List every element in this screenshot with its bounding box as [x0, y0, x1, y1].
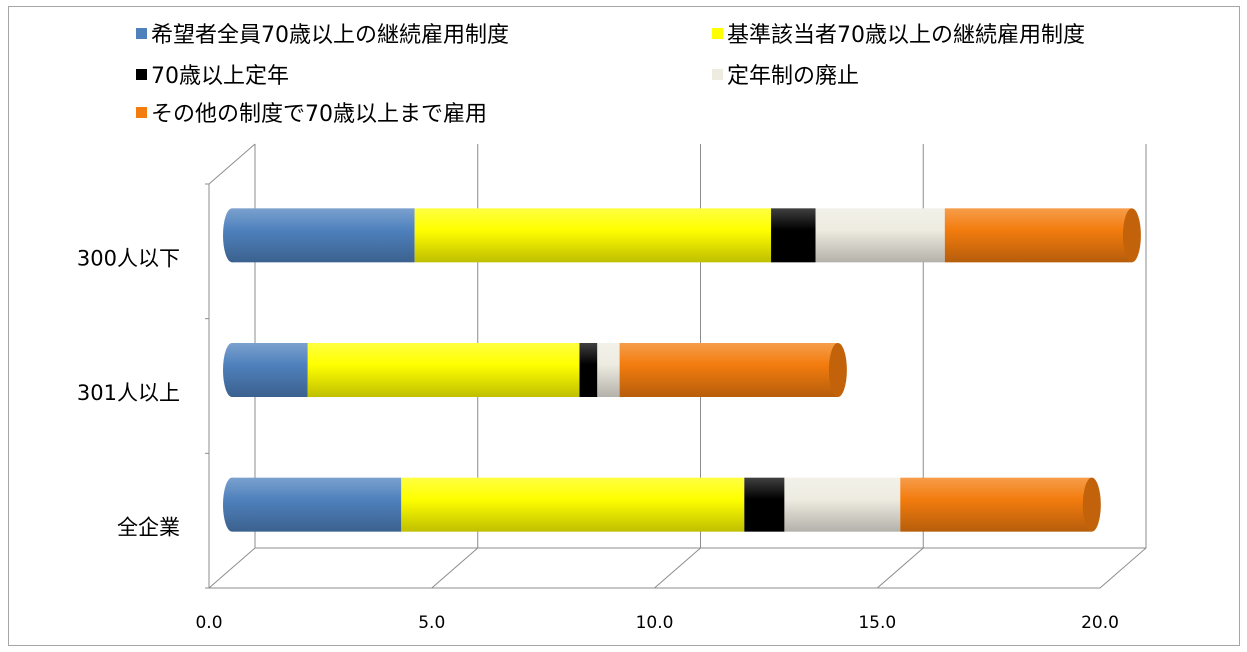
- bar-segment: [771, 208, 816, 263]
- legend-label: 基準該当者70歳以上の継続雇用制度: [727, 23, 1085, 48]
- bar-end-cap: [1122, 208, 1141, 263]
- legend-swatch: [136, 27, 147, 39]
- bar-start-cap: [223, 477, 241, 532]
- y-category-label: 全企業: [117, 516, 180, 540]
- bar-segment: [619, 343, 838, 397]
- floor-gridline: [1099, 547, 1147, 589]
- bar-group: [223, 477, 1101, 532]
- bar-segment: [232, 477, 402, 532]
- bar-group: [223, 208, 1141, 263]
- legend-label: 定年制の廃止: [727, 64, 860, 89]
- legend-label: 希望者全員70歳以上の継続雇用制度: [151, 23, 509, 48]
- bar-segment: [414, 208, 772, 263]
- floor-gridline: [876, 547, 924, 589]
- bar-segment: [815, 208, 945, 263]
- bar-start-cap: [223, 343, 241, 397]
- y-category-label: 301人以上: [77, 381, 180, 405]
- chart-bars: [223, 208, 1141, 532]
- legend-item: 定年制の廃止: [712, 58, 859, 90]
- bar-group: [223, 343, 847, 397]
- floor-gridline: [208, 547, 256, 589]
- bar-segment: [944, 208, 1132, 263]
- bar-segment: [579, 343, 598, 397]
- bar-segment: [307, 343, 580, 397]
- chart-legend: 希望者全員70歳以上の継続雇用制度 基準該当者70歳以上の継続雇用制度 70歳以…: [0, 0, 1247, 140]
- x-tick-label: 10.0: [636, 613, 674, 633]
- bar-segment: [744, 477, 785, 532]
- bar-start-cap: [223, 208, 241, 263]
- legend-item: その他の制度で70歳以上まで雇用: [136, 96, 487, 128]
- bar-end-cap: [828, 343, 847, 397]
- bar-segment: [232, 343, 308, 397]
- floor-gridline: [654, 547, 701, 589]
- legend-swatch: [712, 27, 723, 39]
- x-tick-label: 5.0: [418, 613, 445, 633]
- bar-segment: [900, 477, 1092, 532]
- x-tick-label: 15.0: [858, 613, 896, 633]
- x-tick-label: 20.0: [1081, 613, 1119, 633]
- x-tick-label: 0.0: [195, 613, 222, 633]
- floor-gridline: [431, 547, 479, 589]
- y-category-label: 300人以下: [77, 246, 180, 270]
- bar-segment: [232, 208, 415, 263]
- chart-frame: [8, 6, 1240, 646]
- legend-swatch: [712, 68, 723, 80]
- bar-segment: [597, 343, 620, 397]
- legend-swatch: [136, 106, 147, 118]
- legend-item: 基準該当者70歳以上の継続雇用制度: [712, 17, 1085, 49]
- legend-swatch: [136, 68, 147, 80]
- bar-segment: [401, 477, 745, 532]
- wall-top-edge: [208, 143, 256, 185]
- legend-item: 70歳以上定年: [136, 58, 289, 90]
- legend-label: その他の制度で70歳以上まで雇用: [151, 102, 487, 127]
- bar-segment: [784, 477, 901, 532]
- legend-item: 希望者全員70歳以上の継続雇用制度: [136, 17, 509, 49]
- legend-label: 70歳以上定年: [151, 64, 289, 89]
- bar-end-cap: [1082, 477, 1101, 532]
